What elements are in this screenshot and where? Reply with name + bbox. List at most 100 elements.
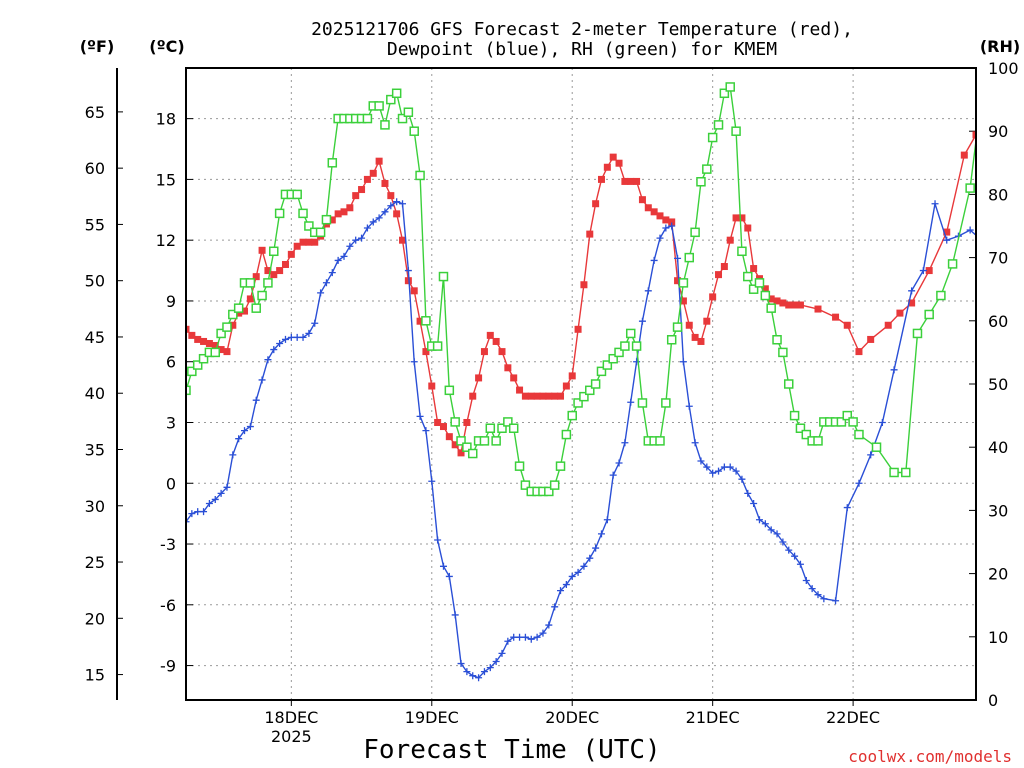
dewpoint-point: [562, 581, 570, 589]
temperature-point: [299, 238, 307, 246]
dewpoint-point: [744, 489, 752, 497]
dewpoint-point: [346, 242, 354, 250]
dewpoint-point: [188, 510, 196, 518]
dewpoint-point: [627, 398, 635, 406]
dewpoint-point: [375, 214, 383, 222]
dewpoint-point: [504, 637, 512, 645]
rh-point: [228, 309, 238, 320]
temperature-point: [761, 285, 769, 293]
dewpoint-point: [194, 508, 202, 516]
rh-tick-label: 60: [988, 312, 1008, 331]
fahrenheit-tick-label: 60: [85, 159, 105, 178]
dewpoint-point: [428, 477, 436, 485]
dewpoint-point: [867, 451, 875, 459]
temperature-point: [205, 339, 213, 347]
dewpoint-point: [568, 572, 576, 580]
rh-point: [678, 278, 689, 288]
dewpoint-point: [434, 536, 442, 544]
temperature-point: [375, 157, 383, 165]
temperature-point: [767, 295, 775, 303]
rh-point: [415, 170, 425, 181]
rh-point: [737, 246, 747, 257]
rh-point: [684, 252, 695, 263]
temperature-point: [241, 307, 249, 315]
rh-tick-label: 90: [988, 122, 1008, 141]
temperature-point: [603, 163, 611, 171]
dewpoint-point: [205, 500, 213, 508]
rh-point: [269, 246, 279, 257]
dewpoint-point: [439, 562, 447, 570]
temperature-point: [697, 337, 705, 345]
dewpoint-line: [186, 200, 976, 679]
temperature-point: [188, 331, 196, 339]
dewpoint-point: [264, 356, 272, 364]
rh-point: [216, 328, 226, 339]
celsius-tick-label: 12: [156, 231, 176, 250]
temperature-point: [235, 309, 243, 317]
dewpoint-point: [527, 635, 535, 643]
dewpoint-point: [521, 633, 529, 641]
rh-point: [608, 353, 618, 364]
temperature-point: [486, 331, 494, 339]
dewpoint-point: [615, 459, 623, 467]
dewpoint-point: [855, 479, 863, 487]
temperature-point: [551, 392, 559, 400]
x-tick-label: 22DEC: [826, 708, 880, 727]
rh-point: [725, 82, 735, 92]
temperature-point: [627, 177, 635, 185]
dewpoint-point: [720, 463, 728, 471]
temperature-point: [896, 309, 904, 317]
dewpoint-point: [281, 335, 289, 343]
dewpoint-point: [679, 358, 687, 366]
dewpoint-point: [276, 339, 284, 347]
dewpoint-point: [580, 562, 588, 570]
dewpoint-point: [551, 603, 559, 611]
rh-point: [573, 398, 583, 408]
temperature-point: [884, 321, 892, 329]
temperature-point: [557, 392, 565, 400]
rh-point: [263, 278, 273, 288]
rh-point: [555, 461, 566, 471]
dewpoint-point: [223, 483, 231, 491]
x-tick-label: 21DEC: [686, 708, 740, 727]
temperature-point: [545, 392, 553, 400]
rh-point: [503, 417, 513, 427]
temperature-point: [791, 301, 799, 309]
rh-point: [772, 335, 782, 345]
temperature-point: [194, 335, 202, 343]
dewpoint-point: [908, 287, 916, 295]
dewpoint-point: [592, 544, 600, 552]
temperature-point: [264, 267, 272, 275]
rh-point: [198, 353, 209, 364]
x-tick-label: 20DEC: [545, 708, 599, 727]
dewpoint-point: [334, 256, 342, 264]
rh-line: [186, 85, 976, 493]
rh-point: [444, 385, 455, 396]
temperature-point: [211, 342, 219, 350]
dewpoint-point: [808, 585, 816, 593]
rh-point: [936, 290, 946, 301]
rh-point: [801, 429, 812, 440]
temperature-point: [785, 301, 793, 309]
rh-point: [397, 113, 408, 124]
temperature-point: [287, 250, 295, 258]
temperature-point: [908, 299, 916, 307]
temperature-point: [679, 297, 687, 305]
dewpoint-point: [668, 222, 676, 230]
celsius-tick-label: -6: [160, 596, 176, 615]
temperature-point: [352, 192, 360, 200]
dewpoint-point: [387, 202, 395, 210]
rh-point: [462, 442, 472, 452]
rh-point: [590, 379, 601, 389]
dewpoint-point: [820, 595, 828, 603]
dewpoint-point: [516, 633, 524, 641]
rh-point: [666, 335, 677, 345]
chart-title-line1: 2025121706 GFS Forecast 2-meter Temperat…: [311, 19, 853, 40]
dewpoint-point: [258, 376, 266, 384]
fahrenheit-unit-label: (ºF): [80, 37, 115, 56]
temperature-point: [445, 433, 453, 441]
temperature-point: [633, 177, 641, 185]
rh-point: [315, 227, 326, 238]
dewpoint-point: [270, 346, 278, 354]
rh-point: [222, 322, 232, 332]
